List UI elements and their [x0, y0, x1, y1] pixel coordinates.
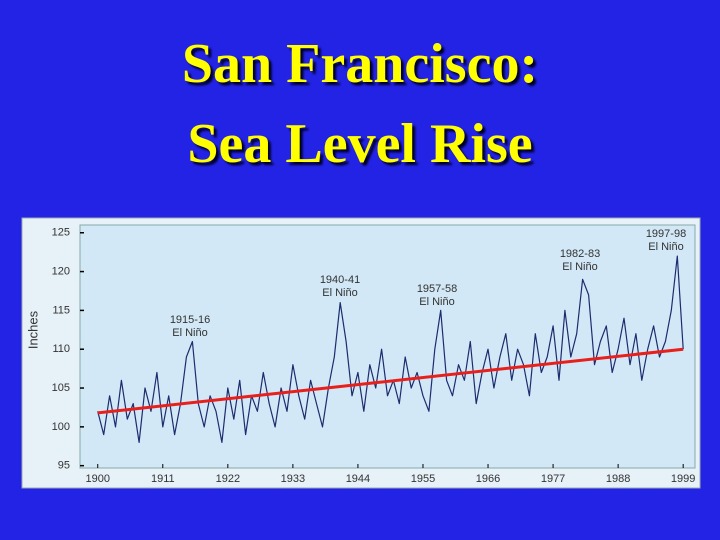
x-tick-label: 1977: [541, 473, 565, 485]
annotation: El Niño: [322, 287, 357, 299]
x-tick-label: 1900: [85, 473, 109, 485]
y-axis-label: Inches: [25, 310, 40, 349]
x-tick-label: 1955: [411, 473, 435, 485]
x-tick-label: 1944: [346, 473, 370, 485]
title-line: San Francisco:: [181, 33, 539, 95]
x-tick-label: 1999: [671, 473, 695, 485]
annotation: El Niño: [562, 261, 597, 273]
annotation: El Niño: [648, 241, 683, 253]
annotation: 1957-58: [417, 283, 457, 295]
y-tick-label: 110: [52, 343, 70, 355]
annotation: 1997-98: [646, 228, 686, 240]
plot-area: [79, 224, 696, 469]
annotation: 1915-16: [170, 314, 210, 326]
annotation: 1940-41: [320, 274, 360, 286]
y-tick-label: 100: [52, 421, 70, 433]
annotation: El Niño: [419, 296, 454, 308]
title-line: Sea Level Rise: [187, 113, 533, 175]
x-tick-label: 1911: [151, 473, 175, 485]
y-tick-label: 120: [52, 265, 70, 277]
sea-level-line: [97, 255, 684, 443]
y-tick-label: 115: [52, 304, 70, 316]
x-tick-label: 1933: [281, 473, 305, 485]
annotation: El Niño: [172, 327, 207, 339]
annotation: 1982-83: [560, 248, 600, 260]
y-tick-label: 105: [52, 382, 70, 394]
x-tick-label: 1988: [606, 473, 630, 485]
y-tick-label: 95: [58, 460, 70, 472]
y-tick-label: 125: [52, 227, 70, 239]
trend-line: [97, 347, 684, 415]
x-tick-label: 1922: [216, 473, 240, 485]
x-tick-label: 1966: [476, 473, 500, 485]
